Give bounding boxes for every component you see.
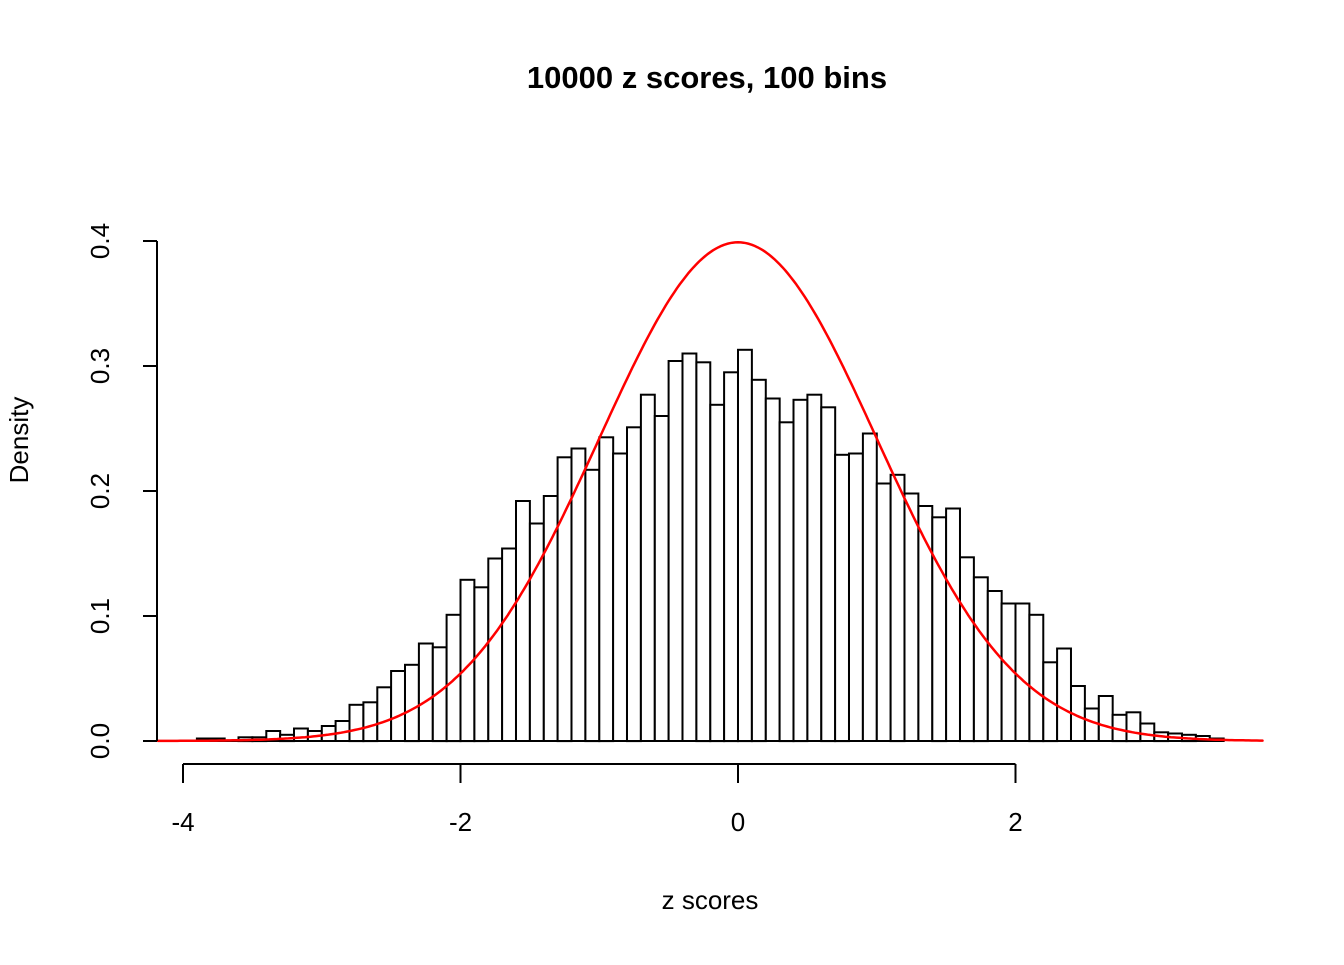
histogram-bar: [820, 406, 837, 743]
histogram-bar: [889, 473, 906, 743]
histogram-bar: [848, 452, 864, 742]
histogram-bar: [1125, 711, 1142, 743]
histogram-bar: [404, 663, 420, 743]
histogram-bar: [639, 393, 656, 742]
histogram-bar: [362, 701, 379, 743]
histogram-bar: [931, 516, 948, 743]
histogram-bar: [792, 398, 809, 743]
normal-curve: [156, 241, 1264, 743]
histogram-bar: [778, 421, 795, 743]
histogram-bar: [959, 556, 975, 743]
y-axis-label: Density: [4, 397, 34, 484]
histogram-bar: [515, 500, 531, 742]
histogram-bar: [986, 590, 1003, 742]
y-tick-label: 0.2: [85, 473, 115, 509]
y-tick-label: 0.3: [85, 348, 115, 384]
histogram-bar: [1056, 647, 1072, 742]
x-tick-label: 2: [1008, 807, 1022, 837]
x-axis-label: z scores: [662, 885, 759, 915]
histogram-bar: [1139, 722, 1156, 742]
histogram-bar: [584, 468, 601, 743]
histogram-bar: [903, 492, 920, 742]
histogram-bar: [653, 415, 670, 742]
histogram-bar: [861, 432, 878, 742]
x-tick-label: -2: [449, 807, 472, 837]
y-tick-label: 0.4: [85, 223, 115, 259]
x-tick-label: -4: [171, 807, 194, 837]
histogram-bar: [875, 482, 892, 742]
histogram-bar: [390, 670, 406, 742]
histogram-bar: [1097, 695, 1114, 742]
histogram-bar: [695, 361, 712, 743]
histogram-bar: [723, 371, 739, 743]
histogram-bar: [598, 436, 615, 743]
histogram-bar: [681, 352, 698, 742]
y-tick-label: 0.0: [85, 723, 115, 759]
histogram-bar: [972, 576, 989, 743]
histogram-bar: [626, 426, 642, 743]
histogram-bar: [445, 613, 462, 743]
histogram-bar: [417, 642, 434, 742]
histogram-bar: [473, 586, 490, 743]
axes: 0.0 0.1 0.2 0.3 0.4 -4 -2 0 2: [85, 223, 1023, 837]
histogram-bar: [501, 547, 517, 742]
histogram-bars: [195, 348, 1225, 743]
histogram-bar: [806, 393, 823, 742]
y-tick-label: 0.1: [85, 598, 115, 634]
histogram-bar: [709, 403, 726, 743]
histogram-bar: [348, 703, 365, 743]
x-tick-label: 0: [731, 807, 745, 837]
histogram-bar: [1028, 613, 1045, 743]
chart-title: 10000 z scores, 100 bins: [527, 60, 887, 95]
histogram-bar: [737, 348, 753, 743]
histogram-bar: [667, 360, 684, 742]
histogram-bar: [487, 557, 504, 742]
histogram-bar: [612, 452, 628, 742]
histogram-bar: [293, 727, 309, 742]
histogram-bar: [376, 686, 393, 742]
histogram-bar: [1014, 602, 1031, 742]
histogram-bar: [834, 453, 850, 743]
histogram-bar: [945, 507, 961, 742]
histogram-bar: [1083, 707, 1100, 742]
histogram-bar: [750, 378, 767, 743]
histogram-bar: [764, 397, 781, 742]
